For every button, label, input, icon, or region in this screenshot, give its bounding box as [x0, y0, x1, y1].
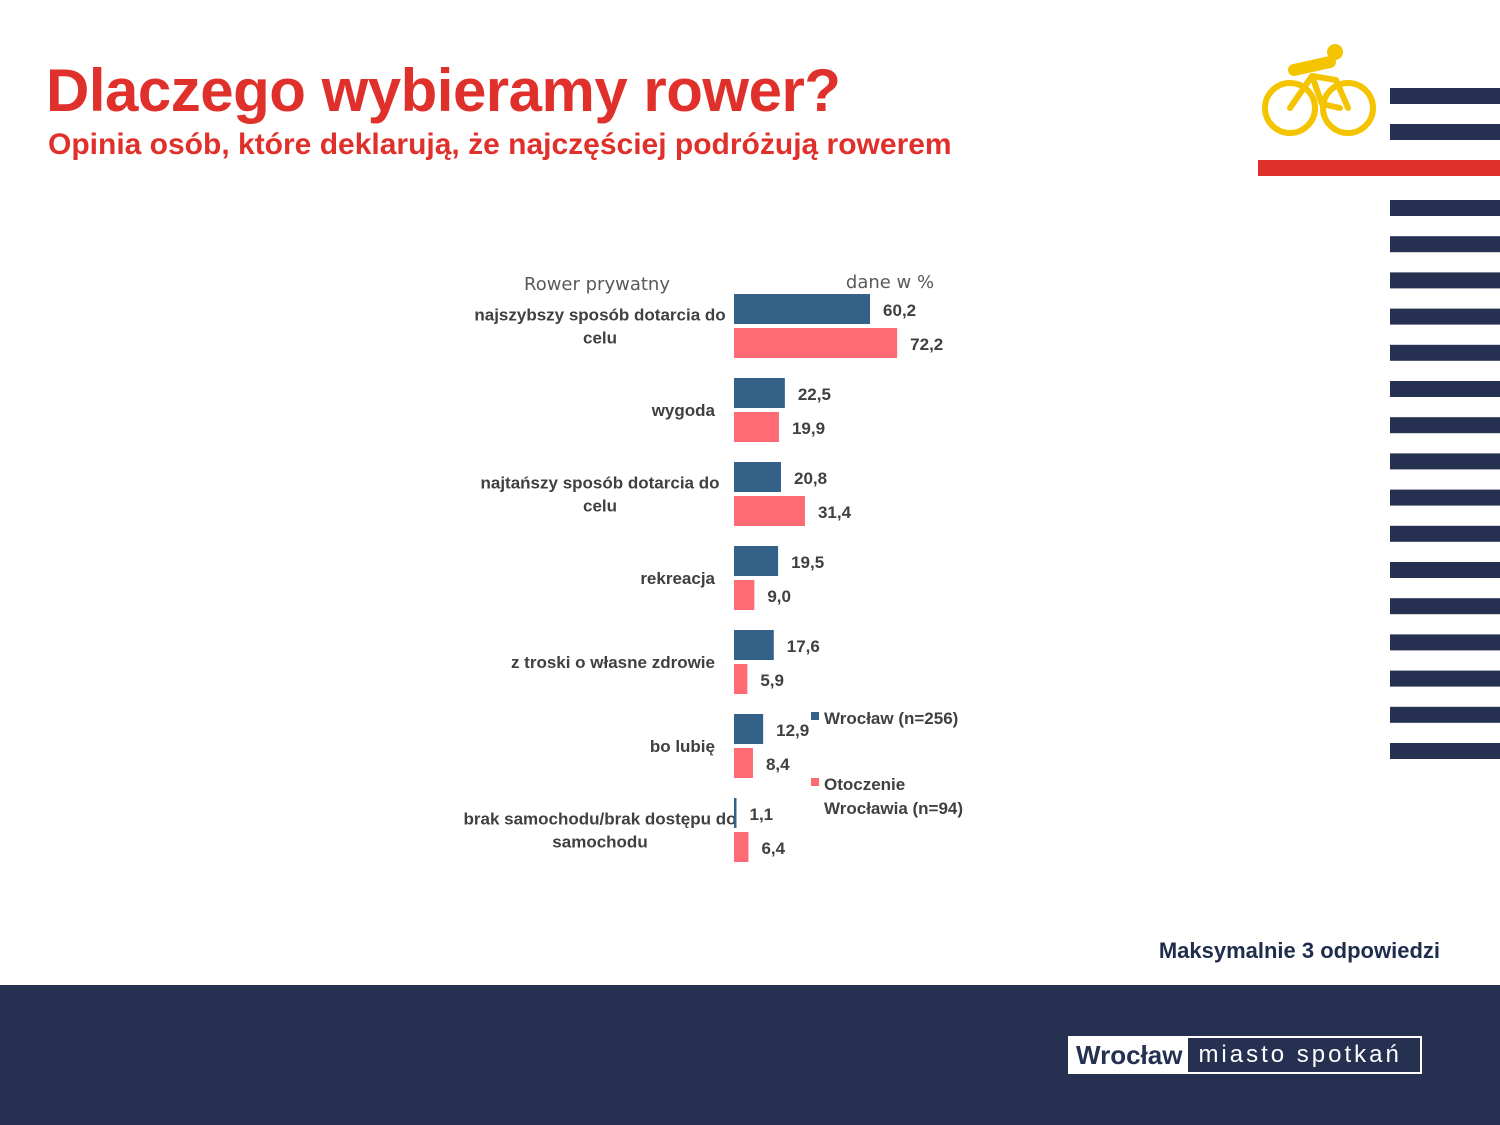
navy-stripe — [1390, 88, 1500, 104]
bar-chart: Rower prywatny dane w % najszybszy sposó… — [464, 272, 963, 862]
red-stripe — [1258, 160, 1500, 176]
value-label: 6,4 — [761, 839, 785, 858]
navy-stripe — [1390, 743, 1500, 759]
category-label: wygoda — [651, 401, 716, 420]
category-label: najtańszy sposób dotarcia do celu — [481, 474, 720, 516]
navy-stripe — [1390, 308, 1500, 325]
bar-otoczenie — [734, 832, 749, 862]
navy-stripe — [1390, 706, 1500, 723]
value-label: 31,4 — [818, 503, 852, 522]
category-label: bo lubię — [650, 737, 715, 756]
navy-stripe — [1390, 381, 1500, 397]
value-label: 8,4 — [766, 755, 790, 774]
value-label: 72,2 — [910, 335, 943, 354]
bar-otoczenie — [734, 580, 755, 610]
bar-wroclaw — [734, 798, 737, 828]
navy-stripe — [1390, 124, 1500, 140]
navy-stripe — [1390, 453, 1500, 470]
navy-stripe — [1390, 670, 1500, 687]
legend-swatch — [811, 778, 819, 786]
value-label: 5,9 — [760, 671, 784, 690]
bar-wroclaw — [734, 714, 764, 744]
category-label: z troski o własne zdrowie — [511, 653, 715, 672]
legend-swatch — [811, 712, 819, 720]
category-label: brak samochodu/brak dostępu do samochodu — [464, 810, 737, 852]
answer-limit-note: Maksymalnie 3 odpowiedzi — [1158, 938, 1440, 963]
wroclaw-logo: Wrocław miasto spotkań — [1068, 1036, 1422, 1074]
page-subtitle: Opinia osób, które deklarują, że najczęś… — [48, 128, 952, 161]
value-label: 9,0 — [767, 587, 791, 606]
category-label: najszybszy sposób dotarcia do celu — [474, 306, 725, 348]
chart-title: Rower prywatny — [524, 274, 670, 295]
value-label: 19,9 — [792, 419, 825, 438]
navy-stripe — [1390, 489, 1500, 506]
legend-label: Wrocław (n=256) — [824, 709, 958, 728]
logo-tagline: miasto spotkań — [1198, 1041, 1402, 1068]
navy-stripe — [1390, 344, 1500, 361]
navy-stripe — [1390, 272, 1500, 289]
navy-stripe — [1390, 200, 1500, 216]
navy-stripe — [1390, 598, 1500, 615]
navy-stripe — [1390, 562, 1500, 578]
bar-otoczenie — [734, 664, 748, 694]
unit-note: dane w % — [846, 272, 934, 293]
navy-stripe — [1390, 525, 1500, 542]
value-label: 1,1 — [749, 805, 773, 824]
value-label: 20,8 — [794, 469, 827, 488]
category-label: rekreacja — [640, 569, 715, 588]
cyclist-icon — [1262, 44, 1376, 136]
value-label: 22,5 — [798, 385, 831, 404]
legend-label: Otoczenie Wrocławia (n=94) — [824, 775, 963, 818]
bar-otoczenie — [734, 496, 805, 526]
bar-wroclaw — [734, 630, 774, 660]
bar-wroclaw — [734, 378, 785, 408]
navy-stripe — [1390, 634, 1500, 651]
bar-wroclaw — [734, 294, 871, 324]
value-label: 17,6 — [787, 637, 820, 656]
navy-stripe — [1390, 236, 1500, 253]
page-title: Dlaczego wybieramy rower? — [46, 57, 841, 124]
logo-city: Wrocław — [1070, 1038, 1189, 1072]
decorative-stripes — [1258, 44, 1500, 759]
value-label: 60,2 — [883, 301, 916, 320]
value-label: 19,5 — [791, 553, 824, 572]
footer-band — [0, 985, 1500, 1125]
bar-otoczenie — [734, 412, 779, 442]
bar-otoczenie — [734, 748, 753, 778]
bar-otoczenie — [734, 328, 898, 358]
value-label: 12,9 — [776, 721, 809, 740]
bar-wroclaw — [734, 546, 779, 576]
legend: Wrocław (n=256) Otoczenie Wrocławia (n=94) — [811, 709, 963, 818]
navy-stripe — [1390, 417, 1500, 434]
bar-wroclaw — [734, 462, 782, 492]
